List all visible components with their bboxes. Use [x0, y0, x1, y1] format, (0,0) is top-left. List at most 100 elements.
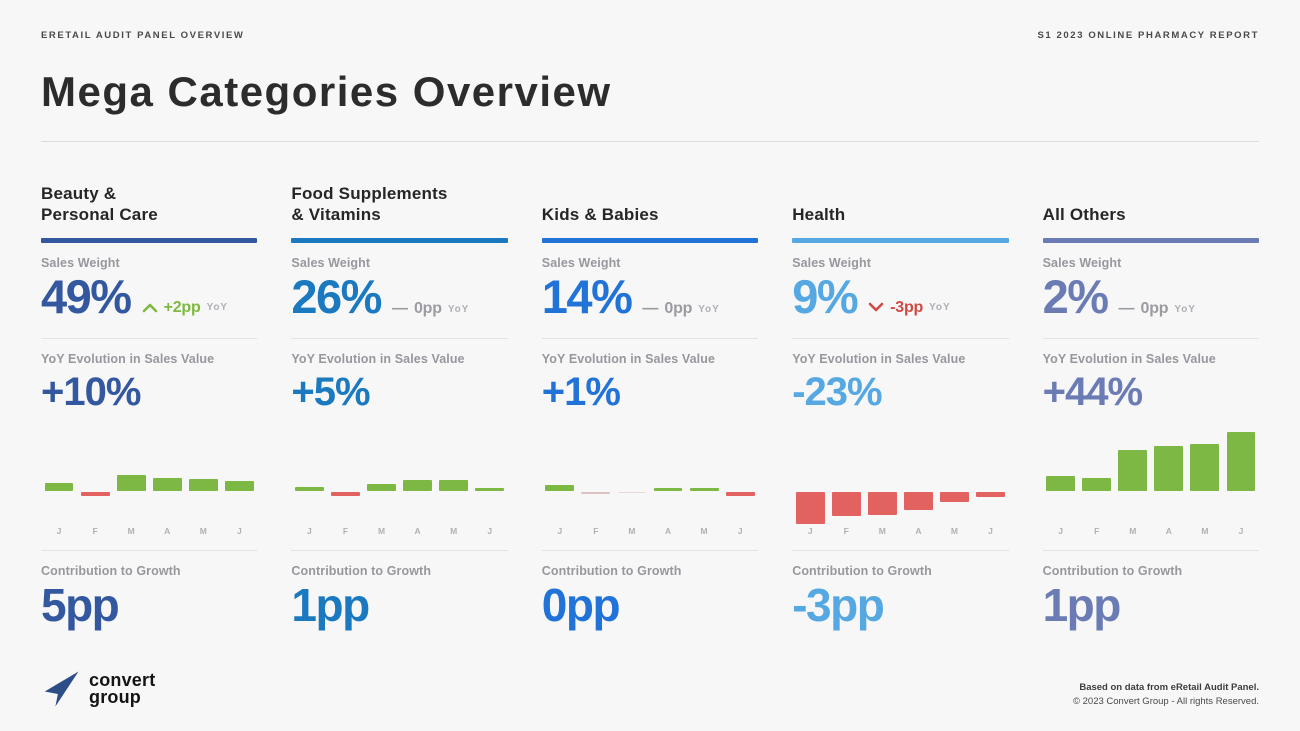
contribution-value: -3pp	[792, 578, 885, 631]
month-label: J	[1238, 525, 1244, 536]
contribution-value: 0pp	[541, 578, 621, 631]
chart-bar	[1190, 443, 1220, 491]
section-divider	[1042, 549, 1259, 551]
yoy-label: YoY	[929, 302, 951, 313]
sales-weight-value: 26%	[291, 270, 382, 323]
chart-bar	[294, 486, 324, 491]
chart-bar	[403, 479, 433, 491]
chart-bar	[1154, 445, 1184, 491]
category-column: Kids & Babies Sales Weight 14% — 0pp YoY…	[541, 172, 759, 631]
sales-weight-row: 2% — 0pp YoY	[1043, 270, 1259, 324]
category-accent-bar	[41, 238, 258, 243]
dash-icon: —	[642, 300, 659, 317]
month-label: J	[557, 525, 563, 536]
category-accent-bar	[792, 238, 1009, 243]
sales-weight-value: 49%	[41, 270, 132, 323]
month-label: A	[1165, 525, 1172, 536]
contribution-label: Contribution to Growth	[792, 563, 932, 578]
chart-bar	[940, 491, 969, 502]
sales-weight-label: Sales Weight	[792, 256, 871, 270]
yoy-evolution-value: +5%	[291, 369, 370, 414]
chart-bar	[617, 491, 647, 493]
month-label: M	[878, 525, 886, 536]
yoy-evolution-value: +1%	[541, 369, 621, 414]
month-label: F	[593, 525, 599, 536]
month-label: J	[988, 525, 993, 536]
mini-bar-chart	[41, 427, 257, 523]
chart-bar	[976, 491, 1005, 497]
contribution-label: Contribution to Growth	[1042, 563, 1183, 578]
chevron-down-icon	[868, 302, 884, 313]
category-title-line: & Vitamins	[291, 205, 381, 225]
yoy-label: YoY	[206, 302, 228, 313]
sales-weight-label: Sales Weight	[541, 256, 621, 270]
section-divider	[41, 337, 258, 339]
category-title: Beauty & Personal Care	[41, 172, 257, 226]
chart-bar	[1082, 477, 1112, 491]
chart-bar	[1118, 449, 1148, 491]
month-label: F	[342, 525, 349, 536]
sales-weight-label: Sales Weight	[41, 256, 120, 270]
section-divider	[1042, 337, 1259, 339]
chart-bar	[367, 483, 396, 491]
section-divider	[291, 337, 508, 339]
sales-weight-row: 9% -3pp YoY	[792, 270, 1008, 324]
chart-bar	[1226, 431, 1256, 491]
month-label: A	[915, 525, 922, 536]
chart-bar	[545, 484, 575, 491]
category-title-line: Beauty &	[41, 183, 117, 203]
sales-weight-label: Sales Weight	[291, 256, 371, 270]
chart-bar	[903, 491, 933, 510]
category-title-line: Food Supplements	[291, 183, 448, 203]
month-label: F	[1094, 525, 1100, 536]
yoy-evolution-value: +10%	[41, 369, 141, 414]
category-column: Health Sales Weight 9% -3pp YoY YoY Evol…	[792, 172, 1009, 631]
eyebrow-left: ERETAIL AUDIT PANEL OVERVIEW	[41, 30, 245, 41]
title-divider	[41, 141, 1259, 142]
category-column: Food Supplements & Vitamins Sales Weight …	[291, 172, 508, 631]
chart-bar	[80, 491, 110, 496]
category-title-line: Kids & Babies	[541, 205, 659, 225]
month-label: F	[843, 525, 849, 536]
dash-icon: —	[391, 300, 408, 317]
chart-bar	[867, 491, 897, 515]
category-column: Beauty & Personal Care Sales Weight 49% +…	[41, 172, 258, 630]
month-label: J	[807, 525, 813, 536]
yoy-evolution-label: YoY Evolution in Sales Value	[291, 351, 465, 366]
month-label: J	[236, 525, 242, 536]
chart-bar	[331, 491, 360, 496]
yoy-label: YoY	[447, 303, 470, 315]
sales-weight-delta: — 0pp YoY	[642, 300, 719, 318]
chart-bar	[725, 491, 755, 496]
sales-weight-delta: +2pp YoY	[142, 299, 228, 317]
month-label: M	[450, 525, 458, 536]
mini-bar-chart	[792, 427, 1008, 524]
mini-bar-chart	[291, 427, 507, 523]
chart-bar	[224, 480, 254, 491]
chart-bar	[188, 478, 218, 491]
month-label: J	[1058, 525, 1063, 536]
month-label: A	[164, 525, 171, 536]
month-label: M	[127, 525, 135, 536]
sales-weight-row: 26% — 0pp YoY	[291, 270, 507, 324]
sales-weight-delta: — 0pp YoY	[1119, 300, 1196, 318]
section-divider	[41, 549, 258, 551]
section-divider	[541, 337, 759, 339]
contribution-label: Contribution to Growth	[541, 563, 682, 578]
month-label: M	[1129, 525, 1137, 536]
sales-weight-label: Sales Weight	[1042, 256, 1122, 270]
category-title-line: Health	[792, 205, 846, 225]
month-label: M	[950, 525, 959, 536]
month-label: M	[1201, 525, 1209, 536]
yoy-evolution-value: +44%	[1042, 369, 1143, 414]
delta-value: 0pp	[1140, 300, 1169, 317]
logo-wordmark: convert group	[89, 671, 155, 706]
chart-bar	[44, 482, 74, 491]
contribution-value: 1pp	[291, 578, 370, 631]
chart-bar	[795, 491, 825, 524]
yoy-evolution-label: YoY Evolution in Sales Value	[541, 351, 716, 366]
